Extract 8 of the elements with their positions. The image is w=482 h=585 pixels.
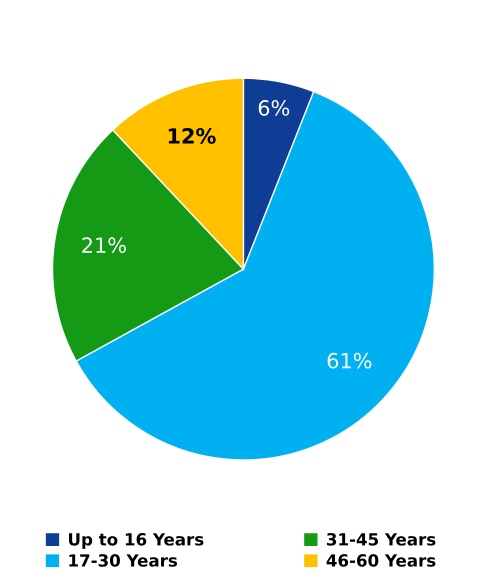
data-label: 12%	[168, 128, 216, 144]
legend-label: 17-30 Years	[69, 554, 178, 567]
legend-label: 31-45 Years	[326, 533, 436, 546]
data-label: 61%	[328, 352, 372, 369]
data-label: 6%	[258, 100, 290, 116]
data-label: 21%	[82, 237, 126, 254]
legend-label: 46-60 Years	[326, 554, 436, 567]
legend-label: Up to 16 Years	[69, 533, 204, 549]
